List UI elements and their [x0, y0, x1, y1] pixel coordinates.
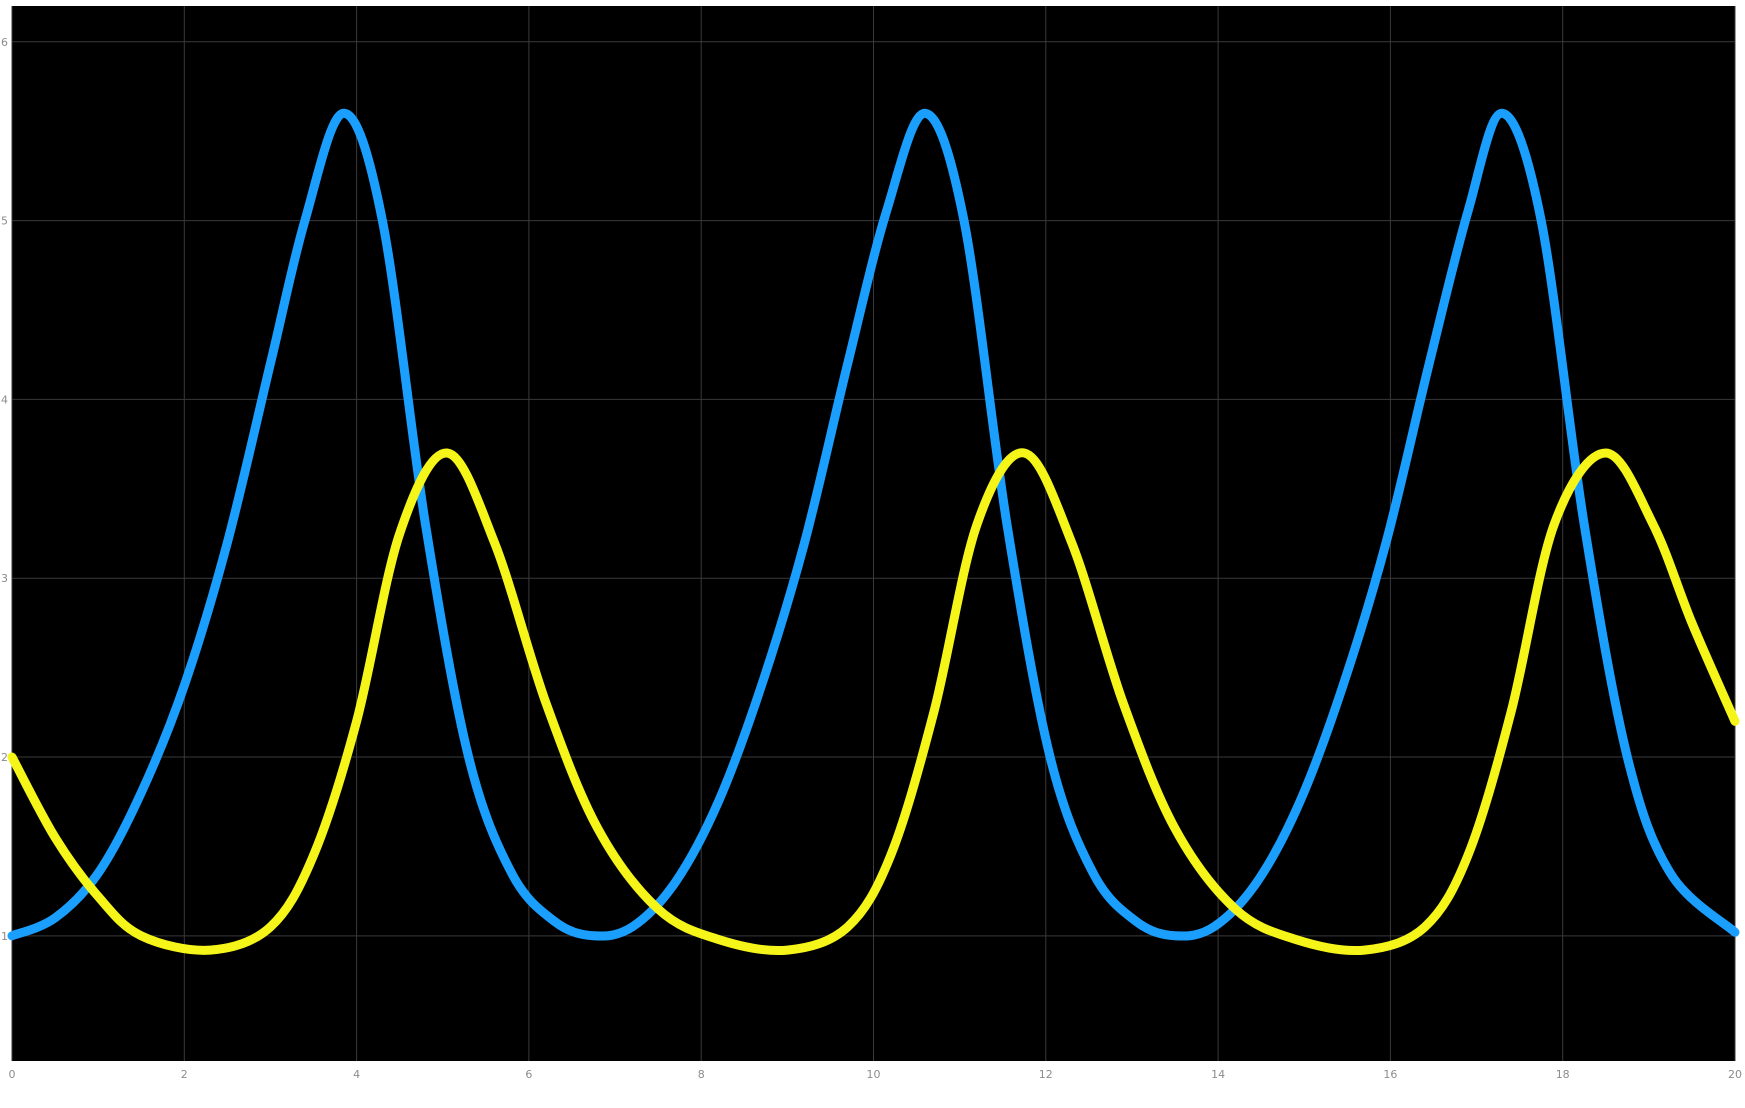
series-1-line [7, 108, 1740, 941]
series-group [7, 108, 1740, 956]
y-tick-label: 1 [1, 930, 8, 943]
x-tick-label: 10 [867, 1068, 881, 1081]
y-tick-label: 2 [1, 751, 8, 764]
x-tick-label: 16 [1383, 1068, 1397, 1081]
series-2-line [7, 448, 1740, 956]
y-tick-label: 6 [1, 36, 8, 49]
x-tick-label: 20 [1728, 1068, 1742, 1081]
y-tick-label: 5 [1, 215, 8, 228]
x-tick-label: 0 [9, 1068, 16, 1081]
x-tick-label: 18 [1556, 1068, 1570, 1081]
x-tick-label: 4 [353, 1068, 360, 1081]
x-tick-label: 2 [181, 1068, 188, 1081]
x-tick-label: 6 [525, 1068, 532, 1081]
y-tick-label: 3 [1, 572, 8, 585]
x-tick-label: 12 [1039, 1068, 1053, 1081]
y-tick-label: 4 [1, 393, 8, 406]
x-tick-label: 8 [698, 1068, 705, 1081]
x-tick-label: 14 [1211, 1068, 1225, 1081]
